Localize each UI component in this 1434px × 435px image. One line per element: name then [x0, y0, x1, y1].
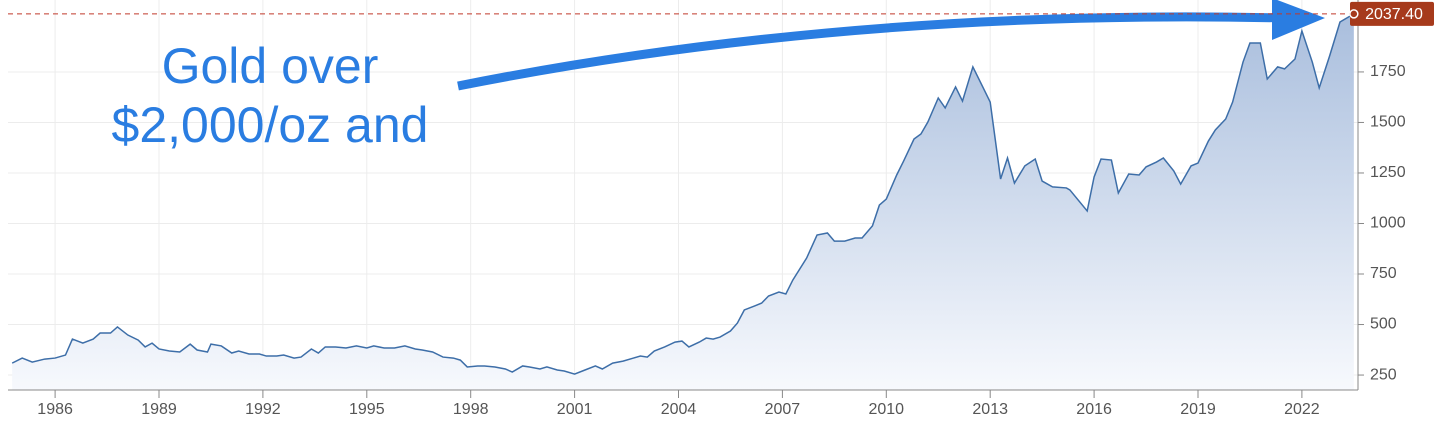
y-tick-label: 250 [1370, 366, 1397, 383]
y-tick-label: 1250 [1370, 164, 1406, 181]
x-tick-label: 2004 [661, 401, 697, 418]
area [12, 13, 1354, 390]
y-tick-label: 750 [1370, 265, 1397, 282]
x-tick-label: 1986 [37, 401, 73, 418]
last-point [1349, 9, 1359, 19]
y-tick-label: 1000 [1370, 215, 1406, 232]
x-tick-label: 2019 [1180, 401, 1216, 418]
x-tick-label: 2001 [557, 401, 593, 418]
x-tick-label: 1995 [349, 401, 385, 418]
x-tick-label: 2007 [765, 401, 801, 418]
x-tick-label: 2022 [1284, 401, 1320, 418]
y-tick-label: 1500 [1370, 114, 1406, 131]
arrow-head [1272, 0, 1325, 40]
x-tick-label: 1989 [141, 401, 177, 418]
value-label: 2037.40 [1365, 6, 1423, 23]
value-label-box [1350, 1, 1434, 26]
annotation: $2,000/oz and [112, 97, 429, 153]
x-tick-label: 1998 [453, 401, 489, 418]
arrow [457, 12, 1286, 91]
line [11, 13, 1355, 375]
x-tick-label: 1992 [245, 401, 281, 418]
annotation: Gold over [162, 38, 379, 94]
x-tick-label: 2010 [868, 401, 904, 418]
y-tick-label: 500 [1370, 316, 1397, 333]
x-tick-label: 2013 [972, 401, 1008, 418]
x-tick-label: 2016 [1076, 401, 1112, 418]
y-tick-label: 1750 [1370, 63, 1406, 80]
